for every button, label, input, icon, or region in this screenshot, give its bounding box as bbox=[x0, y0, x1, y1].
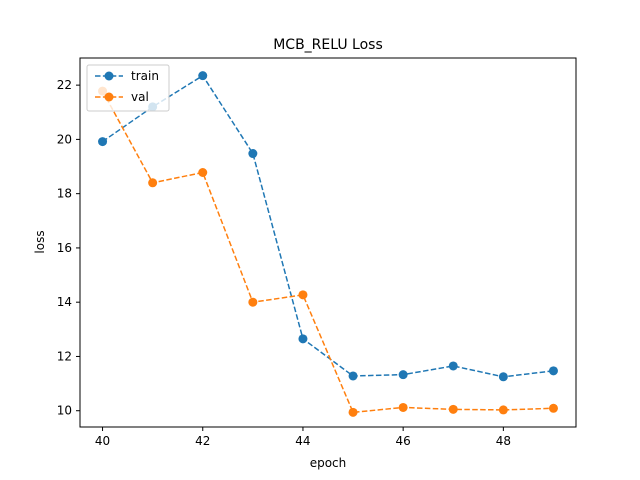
data-point-val bbox=[198, 167, 208, 177]
data-point-train bbox=[548, 366, 558, 376]
data-point-val bbox=[398, 402, 408, 412]
data-point-train bbox=[198, 71, 208, 81]
y-tick-label: 16 bbox=[57, 241, 72, 255]
legend-entries: train val bbox=[95, 69, 159, 104]
x-tick-label: 44 bbox=[295, 434, 310, 448]
series-line-val bbox=[101, 90, 554, 414]
data-point-train bbox=[498, 372, 508, 382]
x-tick-label: 42 bbox=[195, 434, 210, 448]
legend-marker-val bbox=[104, 92, 114, 102]
y-tick-label: 10 bbox=[57, 404, 72, 418]
y-tick-label: 18 bbox=[57, 187, 72, 201]
data-point-train bbox=[348, 371, 358, 381]
series-line-train bbox=[102, 74, 554, 378]
y-tick-label: 20 bbox=[57, 132, 72, 146]
series-markers bbox=[98, 71, 558, 417]
data-point-val bbox=[448, 404, 458, 414]
data-point-val bbox=[348, 407, 358, 417]
data-point-val bbox=[548, 403, 558, 413]
data-point-val bbox=[248, 297, 258, 307]
y-tick-label: 22 bbox=[57, 78, 72, 92]
y-axis-label: loss bbox=[33, 230, 47, 253]
legend-label-train: train bbox=[131, 69, 159, 83]
plot-area-frame bbox=[79, 57, 577, 428]
data-point-val bbox=[298, 290, 308, 300]
data-point-train bbox=[398, 370, 408, 380]
data-point-val bbox=[148, 178, 158, 188]
legend-marker-train bbox=[104, 71, 114, 81]
chart-title: MCB_RELU Loss bbox=[273, 37, 383, 53]
data-point-train bbox=[98, 137, 108, 147]
x-axis-label: epoch bbox=[310, 456, 347, 470]
x-tick-label: 40 bbox=[95, 434, 110, 448]
series-lines bbox=[101, 74, 554, 414]
x-tick-label: 48 bbox=[496, 434, 511, 448]
legend-label-val: val bbox=[131, 90, 149, 104]
legend: train val bbox=[86, 64, 170, 112]
y-axis-ticks: 10 12 14 16 18 20 22 bbox=[57, 78, 80, 418]
data-point-train bbox=[248, 149, 258, 159]
y-tick-label: 12 bbox=[57, 349, 72, 363]
data-point-val bbox=[498, 405, 508, 415]
data-point-train bbox=[448, 361, 458, 371]
data-point-train bbox=[298, 334, 308, 344]
x-axis-ticks: 40 42 44 46 48 bbox=[95, 427, 511, 448]
x-tick-label: 46 bbox=[396, 434, 411, 448]
y-tick-label: 14 bbox=[57, 295, 72, 309]
